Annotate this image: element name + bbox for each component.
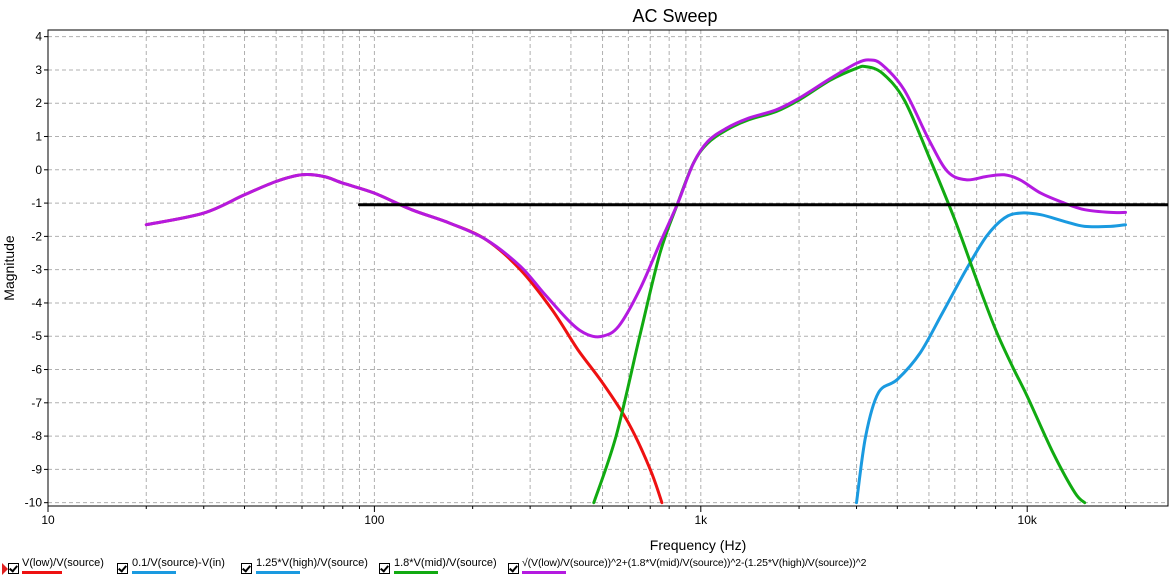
plot-frame (47, 29, 1169, 507)
checkbox-checked-icon[interactable] (117, 563, 128, 574)
y-tick-label: 2 (35, 96, 42, 110)
series-line-2 (855, 211, 1127, 505)
y-tick-label: -3 (31, 263, 42, 277)
checkbox-checked-icon[interactable] (379, 563, 390, 574)
cursor-arrow-icon[interactable] (2, 563, 8, 575)
grid-lines (47, 30, 1168, 506)
y-tick-label: -2 (31, 229, 42, 243)
y-tick-label: 1 (35, 130, 42, 144)
y-tick-label: -9 (31, 462, 42, 476)
legend-swatch (22, 571, 62, 574)
y-tick-label: -5 (31, 329, 42, 343)
y-tick-label: 3 (35, 63, 42, 77)
checkbox-checked-icon[interactable] (241, 563, 252, 574)
y-tick-label: 0 (35, 163, 42, 177)
series-line-0 (144, 173, 664, 505)
series-line-4 (144, 58, 1127, 339)
x-tick-label: 10 (41, 513, 55, 527)
y-tick-label: 4 (35, 30, 42, 44)
checkbox-checked-icon[interactable] (508, 563, 519, 574)
y-tick-label: -1 (31, 196, 42, 210)
y-tick-label: -10 (25, 496, 43, 510)
x-tick-label: 100 (364, 513, 384, 527)
x-tick-label: 10k (1018, 513, 1038, 527)
series-group (144, 58, 1168, 505)
legend: V(low)/V(source) 0.1/V(source)-V(in) 1.2… (0, 554, 1170, 584)
y-tick-label: -6 (31, 363, 42, 377)
legend-swatch (522, 571, 566, 574)
y-tick-label: -8 (31, 429, 42, 443)
legend-label: 1.8*V(mid)/V(source) (394, 557, 497, 569)
legend-label: √(V(low)/V(source))^2+(1.8*V(mid)/V(sour… (522, 557, 867, 569)
legend-swatch (394, 571, 438, 574)
chart-title: AC Sweep (632, 6, 717, 26)
y-axis-label: Magnitude (1, 235, 17, 301)
legend-label: V(low)/V(source) (22, 557, 104, 569)
checkbox-checked-icon[interactable] (8, 563, 19, 574)
legend-label: 0.1/V(source)-V(in) (132, 557, 225, 569)
y-tick-label: -7 (31, 396, 42, 410)
x-axis-label: Frequency (Hz) (650, 537, 746, 553)
legend-swatch (256, 571, 300, 574)
legend-label: 1.25*V(high)/V(source) (256, 557, 368, 569)
legend-swatch (132, 571, 176, 574)
y-tick-label: -4 (31, 296, 42, 310)
series-line-3 (592, 64, 1087, 505)
x-tick-label: 1k (694, 513, 708, 527)
